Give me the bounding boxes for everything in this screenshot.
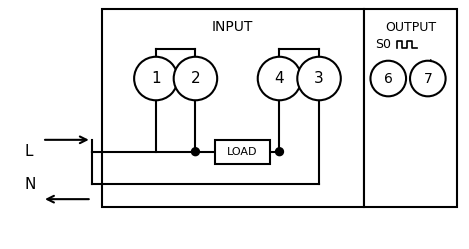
Text: L: L: [24, 144, 33, 159]
Text: 2: 2: [190, 71, 200, 86]
Text: INPUT: INPUT: [212, 20, 253, 34]
Circle shape: [297, 57, 341, 100]
Text: -: -: [381, 57, 386, 71]
Text: S0: S0: [375, 38, 392, 51]
Bar: [363, 9, 457, 207]
Circle shape: [371, 61, 406, 96]
Circle shape: [410, 61, 446, 96]
Text: 1: 1: [151, 71, 161, 86]
Text: OUTPUT: OUTPUT: [385, 21, 436, 34]
Bar: [215, 140, 270, 164]
Circle shape: [275, 148, 283, 156]
Text: LOAD: LOAD: [227, 147, 257, 157]
Text: +: +: [425, 57, 437, 71]
Text: N: N: [24, 177, 36, 192]
Circle shape: [174, 57, 217, 100]
Circle shape: [134, 57, 178, 100]
Circle shape: [258, 57, 301, 100]
Bar: [101, 9, 363, 207]
Circle shape: [191, 148, 199, 156]
Text: 6: 6: [384, 71, 393, 85]
Text: 7: 7: [424, 71, 432, 85]
Text: 3: 3: [314, 71, 324, 86]
Text: 4: 4: [275, 71, 284, 86]
